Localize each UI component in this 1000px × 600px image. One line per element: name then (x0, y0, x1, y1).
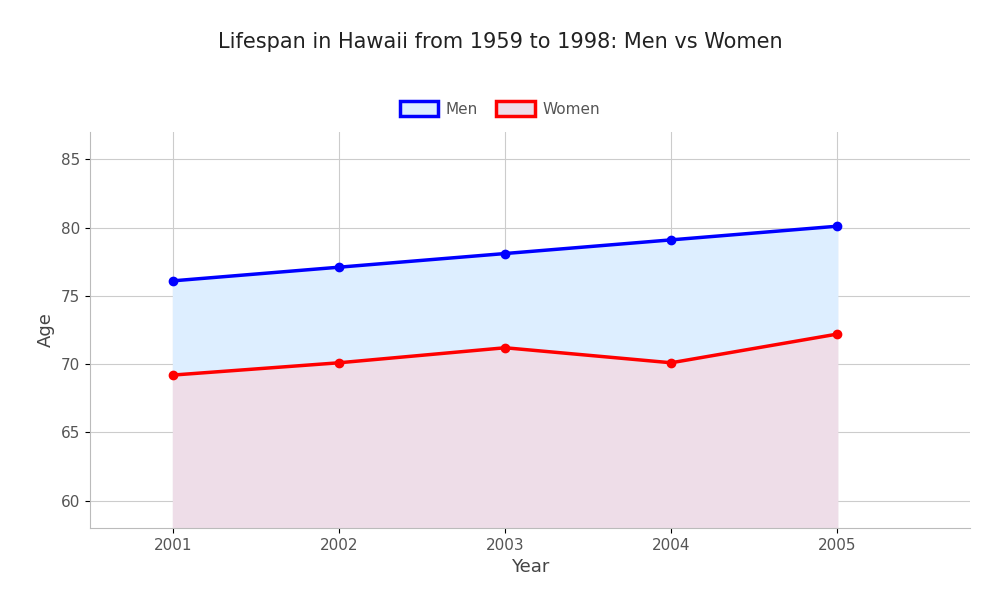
Legend: Men, Women: Men, Women (394, 95, 606, 123)
X-axis label: Year: Year (511, 558, 549, 576)
Y-axis label: Age: Age (37, 313, 55, 347)
Text: Lifespan in Hawaii from 1959 to 1998: Men vs Women: Lifespan in Hawaii from 1959 to 1998: Me… (218, 32, 782, 52)
